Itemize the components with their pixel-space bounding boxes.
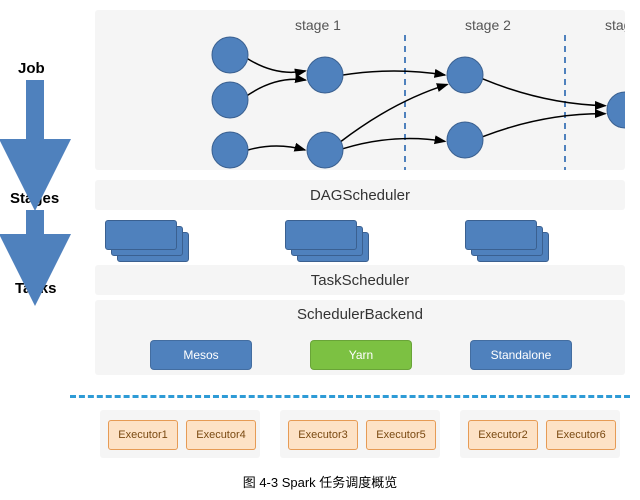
taskscheduler-panel: TaskScheduler	[95, 265, 625, 295]
svg-text:stage 1: stage 1	[295, 17, 341, 33]
executor-box: Executor3	[288, 420, 358, 450]
dag-node	[447, 57, 483, 93]
svg-text:stage 3: stage 3	[605, 17, 625, 33]
executor-box: Executor5	[366, 420, 436, 450]
dag-node	[212, 82, 248, 118]
executor-box: Executor1	[108, 420, 178, 450]
dag-svg: stage 1 stage 2 stage 3	[95, 10, 625, 170]
executor-box: Executor2	[468, 420, 538, 450]
figure-caption: 图 4-3 Spark 任务调度概览	[0, 472, 640, 491]
taskset-card	[465, 220, 537, 250]
taskset-card	[285, 220, 357, 250]
dag-node	[307, 57, 343, 93]
backend-yarn: Yarn	[310, 340, 412, 370]
dagscheduler-panel: DAGScheduler	[95, 180, 625, 210]
label-tasks: Tasks	[15, 280, 56, 297]
dag-node	[447, 122, 483, 158]
dag-node	[212, 37, 248, 73]
dag-node	[307, 132, 343, 168]
backend-mesos: Mesos	[150, 340, 252, 370]
executor-box: Executor4	[186, 420, 256, 450]
schedulerbackend-title: SchedulerBackend	[95, 300, 625, 323]
taskset-card	[105, 220, 177, 250]
dag-node	[212, 132, 248, 168]
horizontal-divider	[70, 395, 630, 398]
backend-standalone: Standalone	[470, 340, 572, 370]
dag-node	[607, 92, 625, 128]
dag-edge	[483, 114, 606, 137]
dag-edge	[343, 71, 445, 75]
dag-edge	[343, 139, 445, 149]
executor-box: Executor6	[546, 420, 616, 450]
dag-edge	[341, 84, 448, 141]
flow-arrow-svg	[0, 0, 80, 320]
svg-text:stage 2: stage 2	[465, 17, 511, 33]
dag-edge	[248, 59, 306, 73]
dag-edge	[248, 146, 305, 150]
job-panel: stage 1 stage 2 stage 3	[95, 10, 625, 170]
label-job: Job	[18, 60, 45, 77]
label-stages: Stages	[10, 190, 59, 207]
dag-edge	[247, 79, 305, 95]
dag-edge	[483, 79, 606, 106]
